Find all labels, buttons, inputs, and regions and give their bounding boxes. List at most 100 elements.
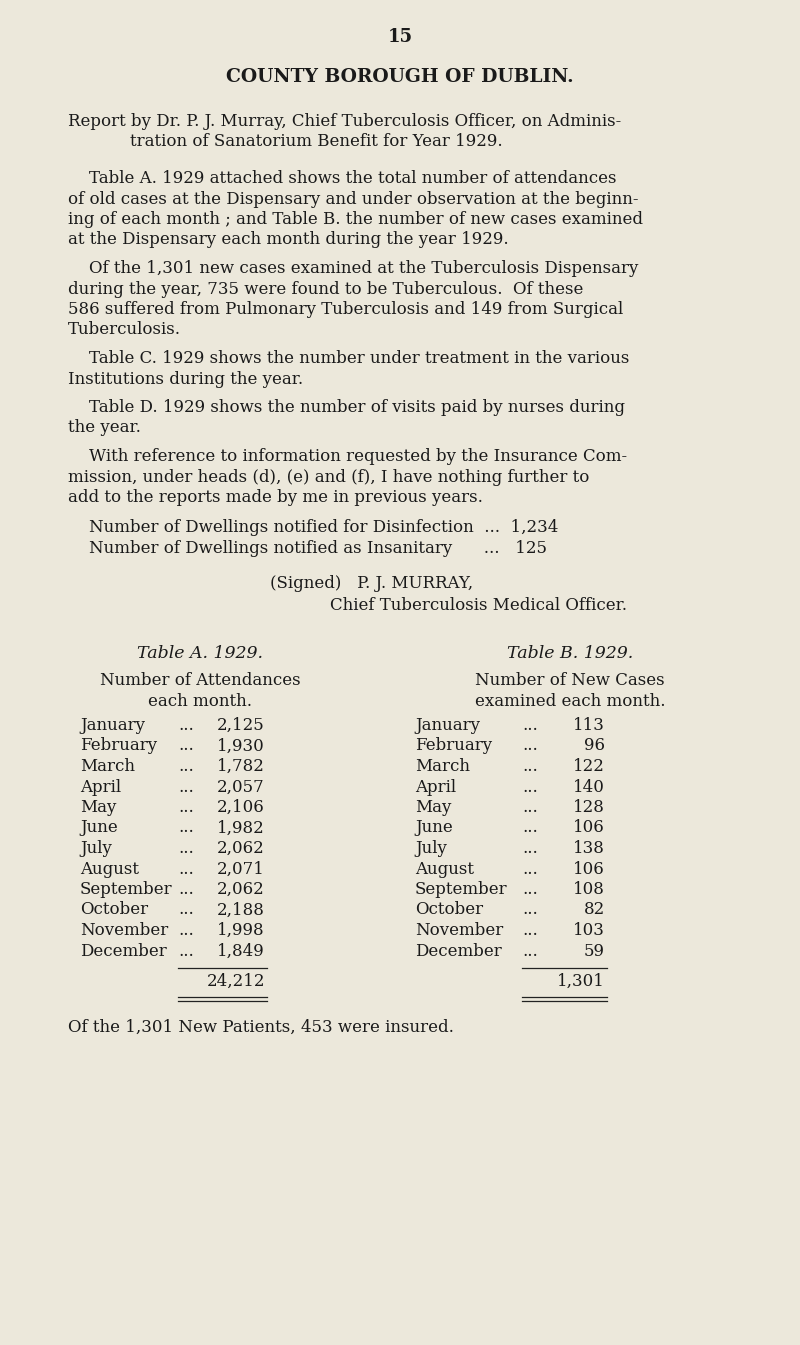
Text: ...: ... (178, 779, 194, 795)
Text: May: May (415, 799, 451, 816)
Text: 108: 108 (573, 881, 605, 898)
Text: ...: ... (178, 759, 194, 775)
Text: With reference to information requested by the Insurance Com-: With reference to information requested … (68, 448, 627, 465)
Text: 96: 96 (584, 737, 605, 755)
Text: December: December (80, 943, 166, 959)
Text: 138: 138 (573, 841, 605, 857)
Text: 103: 103 (573, 923, 605, 939)
Text: ...: ... (178, 717, 194, 734)
Text: 59: 59 (584, 943, 605, 959)
Text: ...: ... (178, 819, 194, 837)
Text: Of the 1,301 New Patients, 453 were insured.: Of the 1,301 New Patients, 453 were insu… (68, 1018, 454, 1036)
Text: 113: 113 (573, 717, 605, 734)
Text: 586 suffered from Pulmonary Tuberculosis and 149 from Surgical: 586 suffered from Pulmonary Tuberculosis… (68, 301, 623, 317)
Text: examined each month.: examined each month. (474, 693, 666, 710)
Text: Table A. 1929 attached shows the total number of attendances: Table A. 1929 attached shows the total n… (68, 169, 617, 187)
Text: 2,057: 2,057 (218, 779, 265, 795)
Text: ...: ... (178, 923, 194, 939)
Text: ...: ... (522, 717, 538, 734)
Text: 106: 106 (574, 861, 605, 877)
Text: ...: ... (522, 923, 538, 939)
Text: March: March (415, 759, 470, 775)
Text: ...: ... (178, 799, 194, 816)
Text: Institutions during the year.: Institutions during the year. (68, 370, 303, 387)
Text: tration of Sanatorium Benefit for Year 1929.: tration of Sanatorium Benefit for Year 1… (130, 133, 502, 151)
Text: Of the 1,301 new cases examined at the Tuberculosis Dispensary: Of the 1,301 new cases examined at the T… (68, 260, 638, 277)
Text: mission, under heads (d), (e) and (f), I have nothing further to: mission, under heads (d), (e) and (f), I… (68, 468, 590, 486)
Text: 2,071: 2,071 (217, 861, 265, 877)
Text: ...: ... (522, 737, 538, 755)
Text: 1,998: 1,998 (218, 923, 265, 939)
Text: 1,849: 1,849 (218, 943, 265, 959)
Text: each month.: each month. (148, 693, 252, 710)
Text: Table A. 1929.: Table A. 1929. (137, 646, 263, 663)
Text: 2,106: 2,106 (218, 799, 265, 816)
Text: Table C. 1929 shows the number under treatment in the various: Table C. 1929 shows the number under tre… (68, 350, 630, 367)
Text: June: June (80, 819, 118, 837)
Text: April: April (80, 779, 121, 795)
Text: ...: ... (522, 943, 538, 959)
Text: October: October (80, 901, 148, 919)
Text: COUNTY BOROUGH OF DUBLIN.: COUNTY BOROUGH OF DUBLIN. (226, 69, 574, 86)
Text: Number of Dwellings notified for Disinfection  ...  1,234: Number of Dwellings notified for Disinfe… (68, 519, 558, 537)
Text: ...: ... (522, 901, 538, 919)
Text: January: January (415, 717, 480, 734)
Text: ing of each month ; and Table B. the number of new cases examined: ing of each month ; and Table B. the num… (68, 211, 643, 229)
Text: March: March (80, 759, 135, 775)
Text: December: December (415, 943, 502, 959)
Text: of old cases at the Dispensary and under observation at the beginn-: of old cases at the Dispensary and under… (68, 191, 638, 207)
Text: ...: ... (522, 841, 538, 857)
Text: 1,982: 1,982 (218, 819, 265, 837)
Text: August: August (80, 861, 139, 877)
Text: 140: 140 (573, 779, 605, 795)
Text: ...: ... (178, 737, 194, 755)
Text: February: February (80, 737, 157, 755)
Text: September: September (415, 881, 508, 898)
Text: August: August (415, 861, 474, 877)
Text: July: July (80, 841, 112, 857)
Text: October: October (415, 901, 483, 919)
Text: 106: 106 (574, 819, 605, 837)
Text: Table B. 1929.: Table B. 1929. (507, 646, 633, 663)
Text: January: January (80, 717, 145, 734)
Text: April: April (415, 779, 456, 795)
Text: 2,062: 2,062 (218, 841, 265, 857)
Text: ...: ... (178, 881, 194, 898)
Text: 1,301: 1,301 (557, 972, 605, 990)
Text: Number of New Cases: Number of New Cases (475, 672, 665, 689)
Text: 24,212: 24,212 (206, 972, 265, 990)
Text: at the Dispensary each month during the year 1929.: at the Dispensary each month during the … (68, 231, 509, 249)
Text: ...: ... (522, 779, 538, 795)
Text: Report by Dr. P. J. Murray, Chief Tuberculosis Officer, on Adminis-: Report by Dr. P. J. Murray, Chief Tuberc… (68, 113, 622, 130)
Text: ...: ... (178, 943, 194, 959)
Text: 82: 82 (584, 901, 605, 919)
Text: 1,782: 1,782 (217, 759, 265, 775)
Text: ...: ... (178, 861, 194, 877)
Text: 1,930: 1,930 (218, 737, 265, 755)
Text: Number of Attendances: Number of Attendances (100, 672, 300, 689)
Text: 2,125: 2,125 (218, 717, 265, 734)
Text: ...: ... (178, 841, 194, 857)
Text: 122: 122 (573, 759, 605, 775)
Text: 15: 15 (387, 28, 413, 46)
Text: May: May (80, 799, 116, 816)
Text: ...: ... (522, 861, 538, 877)
Text: 2,062: 2,062 (218, 881, 265, 898)
Text: 128: 128 (573, 799, 605, 816)
Text: February: February (415, 737, 492, 755)
Text: ...: ... (522, 799, 538, 816)
Text: during the year, 735 were found to be Tuberculous.  Of these: during the year, 735 were found to be Tu… (68, 281, 583, 297)
Text: September: September (80, 881, 173, 898)
Text: November: November (415, 923, 503, 939)
Text: July: July (415, 841, 447, 857)
Text: ...: ... (522, 819, 538, 837)
Text: ...: ... (522, 881, 538, 898)
Text: add to the reports made by me in previous years.: add to the reports made by me in previou… (68, 490, 483, 506)
Text: ...: ... (522, 759, 538, 775)
Text: June: June (415, 819, 453, 837)
Text: November: November (80, 923, 168, 939)
Text: Number of Dwellings notified as Insanitary      ...   125: Number of Dwellings notified as Insanita… (68, 539, 547, 557)
Text: the year.: the year. (68, 420, 141, 437)
Text: Table D. 1929 shows the number of visits paid by nurses during: Table D. 1929 shows the number of visits… (68, 399, 625, 416)
Text: 2,188: 2,188 (217, 901, 265, 919)
